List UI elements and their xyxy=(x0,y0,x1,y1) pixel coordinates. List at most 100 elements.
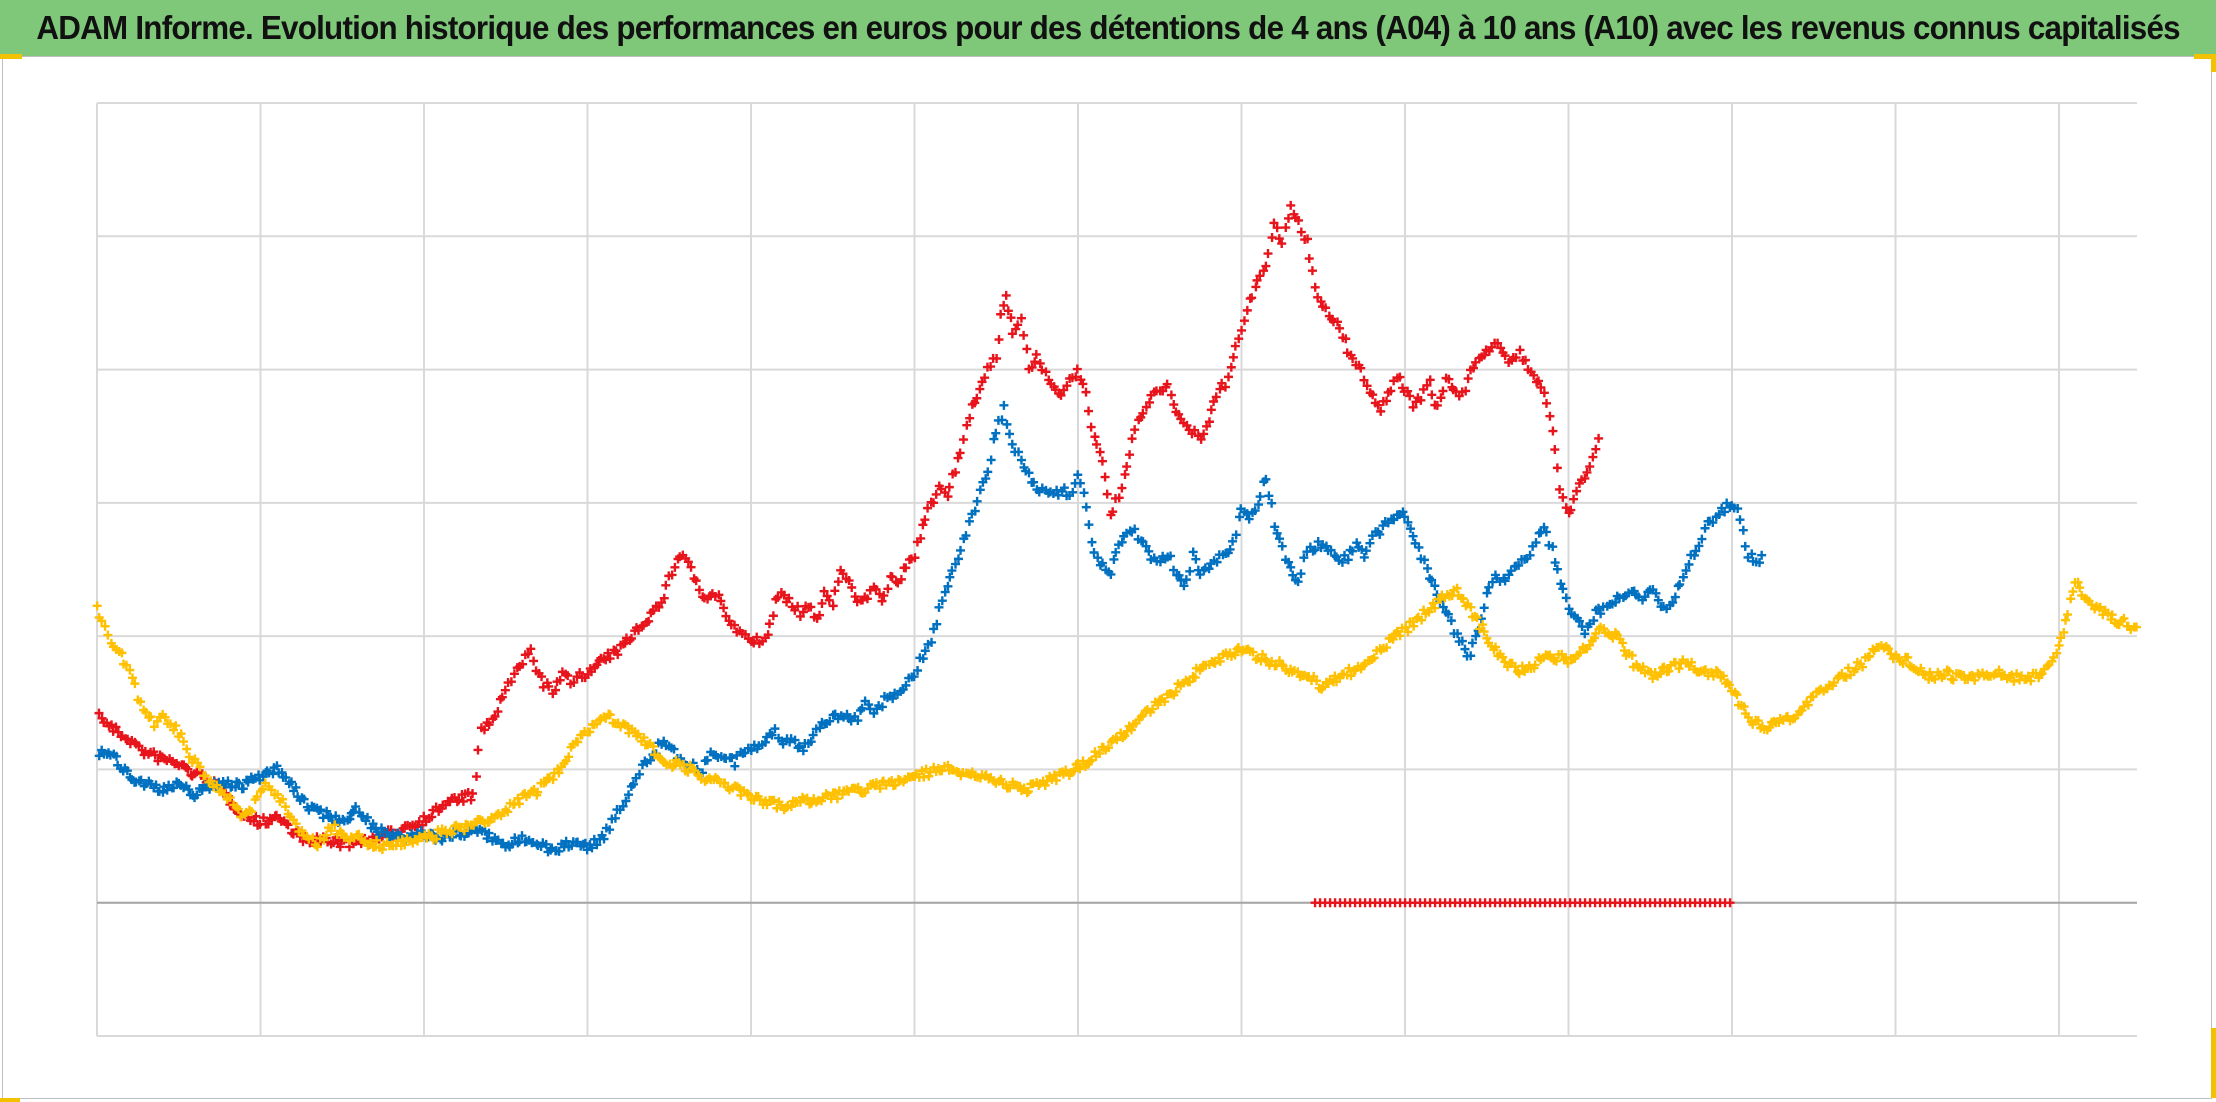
data-point xyxy=(1318,682,1328,692)
data-point xyxy=(183,764,193,774)
data-point xyxy=(755,795,765,805)
data-point xyxy=(377,845,387,855)
data-point xyxy=(2131,622,2141,632)
data-point xyxy=(999,300,1009,310)
data-point xyxy=(554,846,564,856)
data-point xyxy=(1994,665,2004,675)
data-point xyxy=(500,685,510,695)
data-point xyxy=(605,710,615,720)
data-point xyxy=(1162,379,1172,389)
data-point xyxy=(1970,675,1980,685)
data-point xyxy=(1368,390,1378,400)
data-point xyxy=(828,601,838,611)
data-point xyxy=(548,775,558,785)
data-point xyxy=(223,776,233,786)
data-point xyxy=(1558,584,1568,594)
data-point xyxy=(924,771,934,781)
data-point xyxy=(1594,433,1604,443)
data-point xyxy=(1062,381,1072,391)
data-point xyxy=(931,489,941,499)
data-point xyxy=(940,587,950,597)
data-point xyxy=(1539,522,1549,532)
data-point xyxy=(815,610,825,620)
data-point xyxy=(1589,616,1599,626)
data-point xyxy=(1204,417,1214,427)
data-point xyxy=(964,516,974,526)
grid-layer xyxy=(96,102,2137,1037)
data-point xyxy=(1655,669,1665,679)
data-point xyxy=(153,756,163,766)
data-point xyxy=(659,593,669,603)
data-point xyxy=(1013,320,1023,330)
data-point xyxy=(1341,334,1351,344)
data-point xyxy=(1747,549,1757,559)
data-point xyxy=(686,562,696,572)
data-point xyxy=(1884,644,1894,654)
data-point xyxy=(1691,546,1701,556)
data-point xyxy=(1348,353,1358,363)
data-point xyxy=(1482,588,1492,598)
data-point xyxy=(1059,483,1069,493)
data-point xyxy=(563,671,573,681)
data-point xyxy=(1452,583,1462,593)
data-point xyxy=(1361,546,1371,556)
data-point xyxy=(1369,653,1379,663)
data-point xyxy=(1231,530,1241,540)
data-point xyxy=(526,644,536,654)
data-point xyxy=(459,826,469,836)
data-point xyxy=(1463,374,1473,384)
data-point xyxy=(1242,305,1252,315)
data-point xyxy=(1416,395,1426,405)
data-point xyxy=(736,790,746,800)
data-point xyxy=(910,553,920,563)
data-point xyxy=(824,595,834,605)
data-point xyxy=(1858,662,1868,672)
data-point xyxy=(1718,671,1728,681)
data-point xyxy=(1673,581,1683,591)
data-point xyxy=(883,584,893,594)
data-point xyxy=(1359,552,1369,562)
data-point xyxy=(972,393,982,403)
data-point xyxy=(1765,722,1775,732)
data-point xyxy=(1313,537,1323,547)
data-point xyxy=(605,825,615,835)
data-point xyxy=(243,777,253,787)
data-point xyxy=(1468,363,1478,373)
data-point xyxy=(1041,367,1051,377)
data-point xyxy=(100,621,110,631)
data-point xyxy=(1511,353,1521,363)
data-point xyxy=(951,559,961,569)
data-point xyxy=(2073,577,2083,587)
data-point xyxy=(1185,566,1195,576)
data-point xyxy=(635,769,645,779)
data-point xyxy=(321,830,331,840)
data-point xyxy=(1234,334,1244,344)
data-point xyxy=(1548,426,1558,436)
data-point xyxy=(1500,576,1510,586)
data-point xyxy=(1155,557,1165,567)
data-point xyxy=(1701,665,1711,675)
data-point xyxy=(1304,254,1314,264)
data-point xyxy=(283,820,293,830)
data-point xyxy=(1406,524,1416,534)
data-point xyxy=(929,498,939,508)
data-point xyxy=(992,353,1002,363)
data-point xyxy=(1261,261,1271,271)
data-point xyxy=(891,577,901,587)
data-point xyxy=(92,601,102,611)
data-point xyxy=(1725,898,1735,908)
data-point xyxy=(1552,564,1562,574)
data-point xyxy=(1582,467,1592,477)
data-point xyxy=(345,814,355,824)
data-point xyxy=(769,795,779,805)
data-point xyxy=(326,826,336,836)
data-point xyxy=(1102,489,1112,499)
data-point xyxy=(838,569,848,579)
data-point xyxy=(354,829,364,839)
data-point xyxy=(1684,559,1694,569)
data-point xyxy=(1343,555,1353,565)
data-point xyxy=(1312,676,1322,686)
data-point xyxy=(943,581,953,591)
data-point xyxy=(253,770,263,780)
